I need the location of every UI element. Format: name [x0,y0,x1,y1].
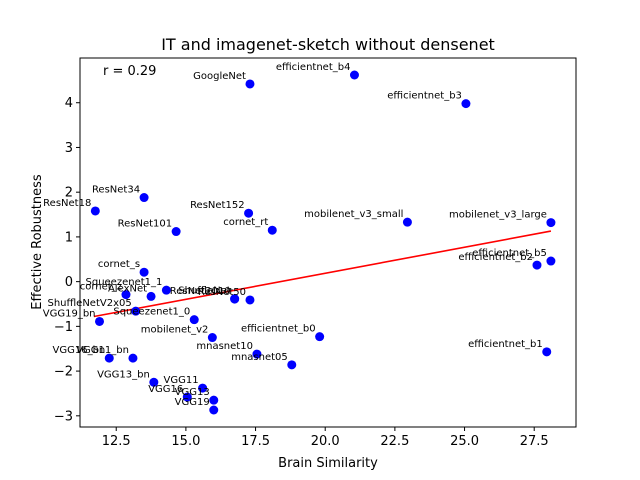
data-point [461,99,471,109]
fit-line-layer [93,230,552,318]
data-point-label: VGG16_bn [53,345,106,356]
data-point-label: ResNet18 [43,198,91,209]
data-point-label: VGG19_bn [43,308,96,319]
data-point [230,294,240,304]
data-point-label: mobilenet_v2 [141,325,209,336]
data-point-label: mnasnet05 [231,352,288,363]
data-point-label: mobilenet_v3_large [449,210,547,221]
data-point-label: efficientnet_b5 [472,248,547,259]
data-point [542,347,552,357]
x-tick-label: 17.5 [241,434,270,449]
data-point-label: VGG16 [148,384,183,395]
data-point-label: AlexNet [108,283,147,294]
data-point [349,70,359,80]
y-axis-ticks: −3 −2 −1 0 1 2 3 4 [54,96,80,424]
data-point-label: efficientnet_b0 [241,324,316,335]
regression-line [93,230,552,318]
data-point-label: GoogleNet [193,71,246,82]
data-point [245,79,255,89]
data-point-label: ResNet50 [198,287,246,298]
data-point [532,260,542,270]
data-point [95,316,105,326]
data-point-label: VGG13 [175,387,210,398]
y-tick-label: −2 [54,365,73,380]
data-point-label: efficientnet_b2 [458,252,533,263]
data-point-label: ShuffleNetV2x05 [47,298,131,309]
data-point [121,290,131,300]
data-point [182,392,192,402]
correlation-annotation: r = 0.29 [103,64,156,79]
y-tick-label: 4 [65,96,73,111]
x-axis-ticks: 12.5 15.0 17.5 20.0 22.5 25.0 27.5 [102,427,549,449]
x-axis-title: Brain Similarity [278,456,378,471]
data-point [245,295,255,305]
data-point [209,405,219,415]
plot-area [79,57,577,428]
data-point-label: ResNet34 [92,185,140,196]
data-point [209,395,219,405]
data-point-label: Squeezenet1_0 [113,307,190,318]
data-point [146,291,156,301]
x-tick-label: 12.5 [102,434,131,449]
data-point-label: efficientnet_b1 [468,339,543,350]
data-point [128,353,138,363]
chart-title: IT and imagenet-sketch without densenet [161,35,495,54]
data-point-label: VGG19 [175,397,210,408]
data-point [207,333,217,343]
x-tick-label: 15.0 [171,434,200,449]
y-tick-label: 1 [65,230,73,245]
data-point [149,377,159,387]
data-point [315,332,325,342]
data-point-label: mnasnet10 [196,341,253,352]
data-point [131,306,141,316]
y-tick-label: 3 [65,141,73,156]
data-point [104,353,114,363]
data-point-label: mobilenet_v3_small [304,209,403,220]
data-point [90,206,100,216]
data-point [139,193,149,203]
data-point [161,285,171,295]
x-tick-label: 25.0 [450,434,479,449]
x-tick-label: 22.5 [380,434,409,449]
y-tick-label: −1 [54,320,73,335]
data-point-label: ResNet152 [190,200,245,211]
x-tick-label: 27.5 [520,434,549,449]
data-point [244,208,254,218]
data-point-label: Squeezenet1_1 [86,277,163,288]
data-point-label: cornet_rt [223,217,268,228]
data-point-label: cornet_s [98,259,140,270]
points-layer [90,70,556,415]
data-point-label: efficientnet_b4 [276,62,351,73]
data-point [171,227,181,237]
y-tick-label: 2 [65,186,73,201]
data-point-label: VGG11 [164,375,199,386]
data-point [189,315,199,325]
data-point [402,217,412,227]
data-point [139,267,149,277]
data-point-label: cornet_z [80,282,122,293]
data-point [252,349,262,359]
x-tick-label: 20.0 [311,434,340,449]
data-point-label: VGG13_bn [97,369,150,380]
data-point [198,383,208,393]
data-point [267,225,277,235]
y-tick-label: 0 [65,275,73,290]
data-point [287,360,297,370]
y-axis-title: Effective Robustness [30,174,45,310]
point-labels-layer: GoogleNet efficientnet_b4 efficientnet_b3 R… [43,62,547,408]
data-point-label: efficientnet_b3 [387,91,462,102]
data-point [546,256,556,266]
data-point-label: ResNet2010 [170,286,231,297]
y-tick-label: −3 [54,409,73,424]
data-point [546,218,556,228]
data-point-label: ResNet101 [118,219,173,230]
data-point-label: ShuffleNet [178,286,230,297]
data-point-label: VGG11_bn [76,345,129,356]
